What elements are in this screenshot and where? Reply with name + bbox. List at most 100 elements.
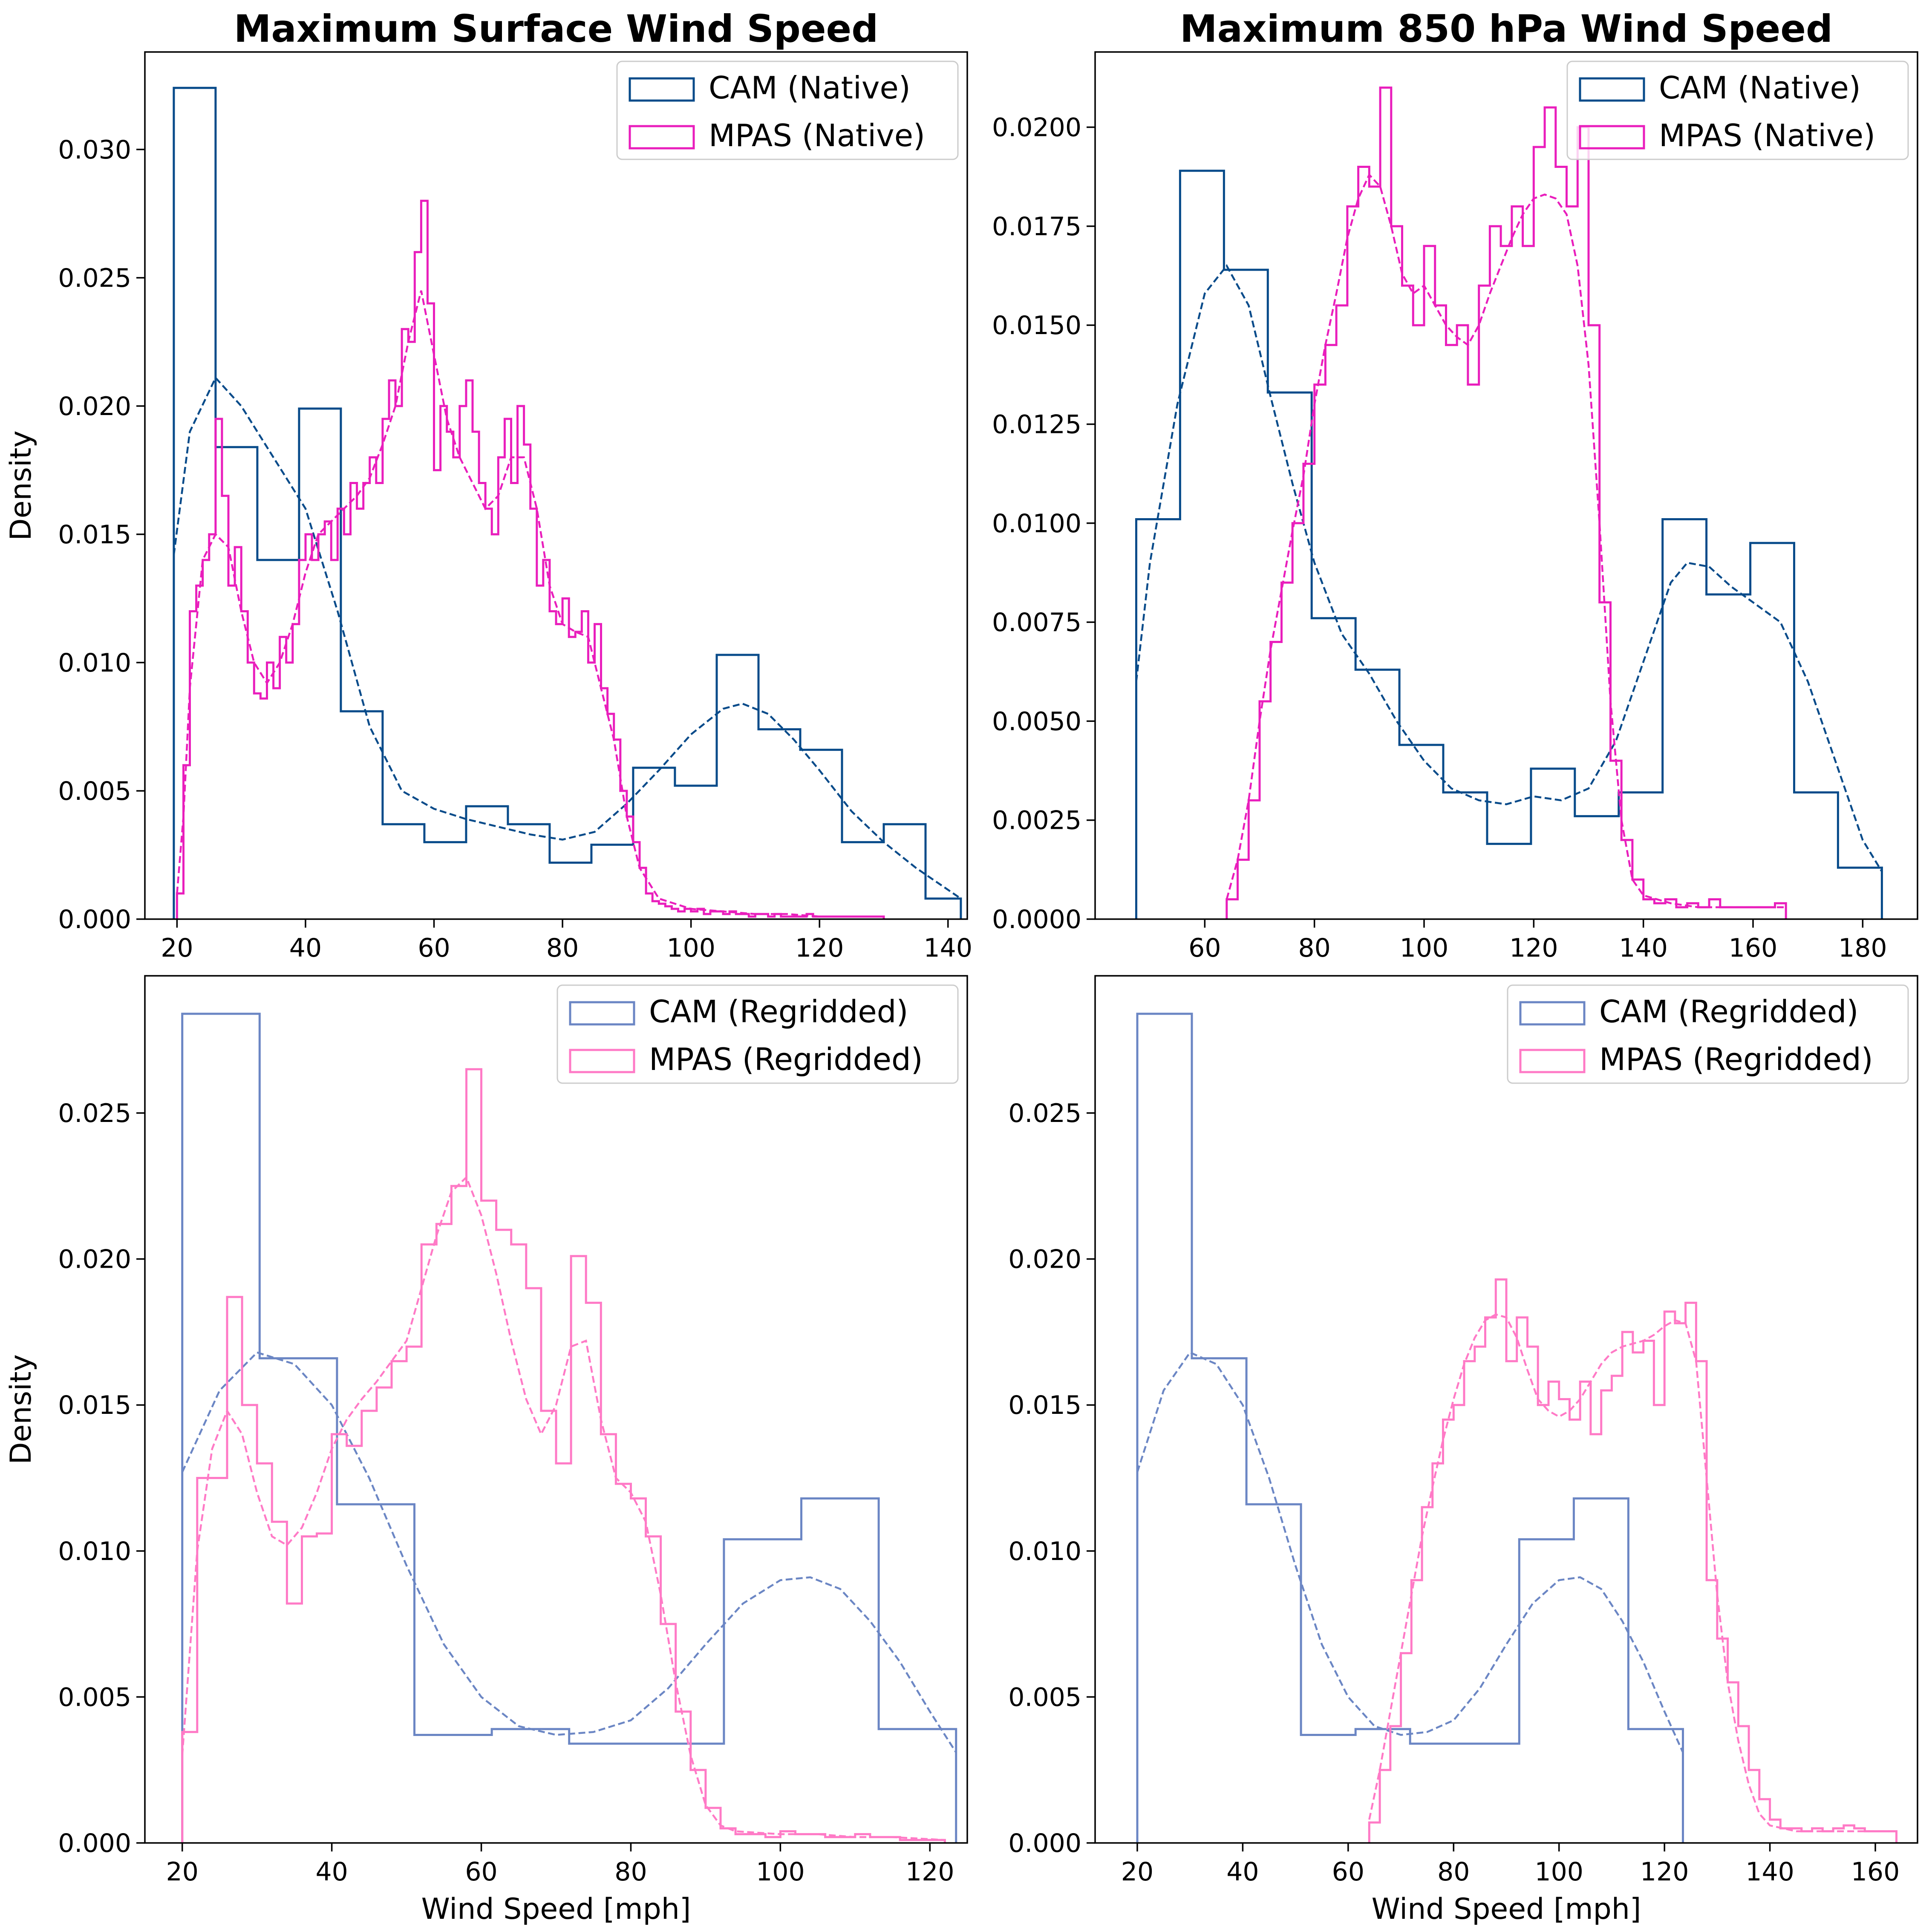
y-tick-label: 0.0100	[992, 509, 1081, 539]
x-tick-label: 100	[1400, 933, 1449, 963]
legend-swatch	[1519, 1049, 1586, 1073]
x-tick-label: 100	[756, 1857, 805, 1887]
x-tick-label: 20	[1121, 1857, 1153, 1887]
x-tick-label: 80	[1298, 933, 1330, 963]
x-tick-label: 40	[289, 933, 322, 963]
kde-line-d-0	[1136, 1351, 1684, 1753]
chart-panel-c: 20 40 60 80 100 120 0.000 0.005 0.010 0.015 0.020 0…	[4, 975, 968, 1926]
legend-swatch	[569, 1001, 635, 1026]
x-tick-label: 120	[1640, 1857, 1689, 1887]
x-tick-label: 20	[166, 1857, 199, 1887]
y-tick-label: 0.0000	[992, 905, 1081, 934]
x-tick-label: 120	[1509, 933, 1558, 963]
histogram-series-b-0	[1135, 170, 1883, 919]
x-tick-label: 160	[1729, 933, 1778, 963]
axes-frame-d	[1094, 975, 1918, 1844]
x-tick-label: 120	[795, 933, 844, 963]
legend-label: MPAS (Regridded)	[649, 1041, 923, 1077]
y-tick-label: 0.005	[58, 1682, 131, 1712]
y-tick-label: 0.010	[1008, 1537, 1081, 1566]
y-tick-label: 0.030	[58, 135, 131, 165]
legend-box	[1507, 984, 1909, 1084]
legend-b: CAM (Native) MPAS (Native)	[1566, 61, 1909, 160]
axes-frame-c	[144, 975, 968, 1844]
y-tick-label: 0.000	[1008, 1828, 1081, 1858]
y-axis-label: Density	[4, 430, 38, 541]
legend-label: CAM (Regridded)	[1599, 994, 1859, 1029]
legend-box	[616, 61, 959, 160]
legend-c: CAM (Regridded) MPAS (Regridded)	[557, 984, 959, 1084]
kde-line-a-0	[173, 376, 962, 900]
x-tick-label: 20	[161, 933, 193, 963]
histogram-series-c-1	[181, 1068, 946, 1843]
x-tick-label: 180	[1838, 933, 1887, 963]
legend-swatch	[1519, 1001, 1586, 1026]
legend-label: MPAS (Native)	[1659, 118, 1875, 153]
legend-label: CAM (Native)	[1659, 70, 1861, 106]
x-tick-label: 60	[1188, 933, 1221, 963]
legend-label: MPAS (Native)	[709, 118, 925, 153]
chart-title: Maximum 850 hPa Wind Speed	[1180, 7, 1833, 51]
x-tick-label: 80	[1437, 1857, 1470, 1887]
legend-swatch	[629, 125, 695, 150]
x-tick-label: 60	[465, 1857, 497, 1887]
histogram-series-b-1	[1226, 87, 1787, 919]
y-tick-label: 0.000	[58, 905, 131, 934]
x-tick-label: 100	[1534, 1857, 1583, 1887]
x-tick-label: 60	[418, 933, 450, 963]
legend-box	[557, 984, 959, 1084]
histogram-series-a-0	[173, 87, 962, 919]
kde-line-b-1	[1226, 173, 1786, 908]
x-tick-label: 140	[1745, 1857, 1794, 1887]
chart-panel-d: 20 40 60 80 100 120 140 160 0.000 0.005 0.010 0.015…	[1008, 975, 1918, 1926]
y-tick-label: 0.015	[1008, 1390, 1081, 1420]
kde-line-c-0	[181, 1351, 957, 1753]
y-tick-label: 0.025	[1008, 1099, 1081, 1128]
x-tick-label: 160	[1851, 1857, 1900, 1887]
x-tick-label: 40	[315, 1857, 348, 1887]
y-axis-label: Density	[4, 1354, 38, 1465]
legend-d: CAM (Regridded) MPAS (Regridded)	[1507, 984, 1909, 1084]
x-tick-label: 140	[924, 933, 973, 963]
x-tick-label: 40	[1226, 1857, 1259, 1887]
legend-swatch	[1579, 125, 1645, 150]
y-tick-label: 0.020	[58, 1245, 131, 1275]
x-tick-label: 80	[614, 1857, 647, 1887]
x-tick-label: 120	[905, 1857, 954, 1887]
y-tick-label: 0.025	[58, 1099, 131, 1128]
chart-panel-b: 60 80 100 120 140 160 180 0.0000 0.0025 0.0050 0.0…	[992, 7, 1918, 963]
axes-frame-a	[144, 51, 968, 920]
y-tick-label: 0.015	[58, 1390, 131, 1420]
y-tick-label: 0.000	[58, 1828, 131, 1858]
y-tick-label: 0.005	[1008, 1682, 1081, 1712]
axes-frame-b	[1094, 51, 1918, 920]
x-tick-label: 80	[546, 933, 579, 963]
chart-panel-a: 20 40 60 80 100 120 140 0.000 0.005 0.010 0.015 0.0…	[4, 7, 972, 963]
y-tick-label: 0.0025	[992, 806, 1081, 836]
histogram-series-c-0	[181, 1012, 957, 1843]
y-tick-label: 0.020	[58, 392, 131, 421]
x-axis-label: Wind Speed [mph]	[1372, 1892, 1641, 1926]
x-tick-label: 140	[1619, 933, 1668, 963]
x-tick-label: 60	[1332, 1857, 1364, 1887]
y-tick-label: 0.010	[58, 1537, 131, 1566]
legend-label: CAM (Regridded)	[649, 994, 908, 1029]
histogram-series-d-0	[1136, 1012, 1684, 1843]
kde-line-d-1	[1368, 1313, 1897, 1832]
histogram-series-d-1	[1368, 1278, 1897, 1843]
y-tick-label: 0.015	[58, 520, 131, 550]
legend-label: MPAS (Regridded)	[1599, 1041, 1873, 1077]
y-tick-label: 0.0050	[992, 706, 1081, 736]
y-tick-label: 0.0150	[992, 311, 1081, 340]
y-tick-label: 0.010	[58, 648, 131, 678]
histogram-series-a-1	[176, 199, 885, 919]
x-axis-label: Wind Speed [mph]	[421, 1892, 691, 1926]
legend-label: CAM (Native)	[709, 70, 911, 106]
y-tick-label: 0.020	[1008, 1245, 1081, 1275]
legend-box	[1566, 61, 1909, 160]
y-tick-label: 0.0075	[992, 608, 1081, 637]
y-tick-label: 0.0200	[992, 113, 1081, 143]
legend-swatch	[629, 77, 695, 102]
kde-line-c-1	[181, 1175, 945, 1841]
